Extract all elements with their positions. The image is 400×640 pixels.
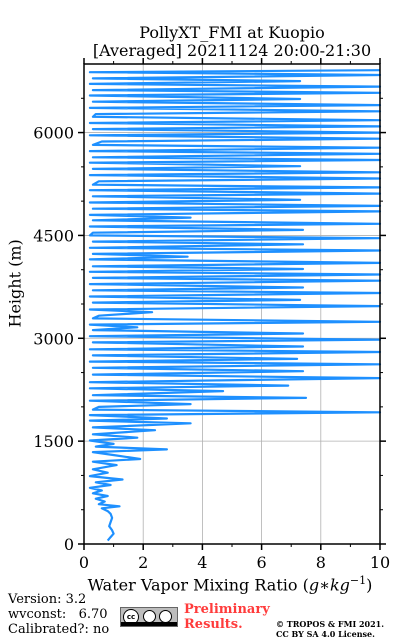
preliminary-line2: Results.: [184, 617, 243, 632]
x-tick-label: 8: [316, 553, 326, 572]
chart-title-line2: [Averaged] 20211124 20:00-21:30: [92, 41, 372, 60]
wv-profile-line: [88, 69, 382, 542]
wv-series-path: [88, 69, 382, 542]
x-tick-label: 0: [79, 553, 89, 572]
preliminary-line1: Preliminary: [184, 602, 270, 617]
x-tick-label: 2: [138, 553, 148, 572]
x-tick-label: 6: [257, 553, 267, 572]
wvconst-text: wvconst: 6.70: [8, 607, 108, 622]
x-tick-label: 4: [197, 553, 207, 572]
y-tick-label: 4500: [33, 226, 74, 245]
copyright-line2: CC BY SA 4.0 License.: [276, 629, 375, 639]
y-tick-label: 1500: [33, 432, 74, 451]
version-text: Version: 3.2: [8, 592, 87, 607]
chart-title-line1: PollyXT_FMI at Kuopio: [139, 23, 325, 42]
copyright-line1: © TROPOS & FMI 2021.: [276, 619, 385, 629]
y-axis-label: Height (m): [5, 239, 25, 328]
x-axis-label: Water Vapor Mixing Ratio (g∗kg−1): [87, 574, 373, 595]
copyright-notice: © TROPOS & FMI 2021. CC BY SA 4.0 Licens…: [276, 619, 384, 639]
calibrated-text: Calibrated?: no: [8, 622, 110, 637]
y-tick-label: 3000: [33, 329, 74, 348]
badge-strip: [121, 622, 177, 626]
x-tick-label: 10: [370, 553, 390, 572]
preliminary-notice: Preliminary Results.: [184, 602, 270, 632]
y-tick-label: 0: [64, 535, 74, 554]
cc-license-badge: cc: [120, 607, 178, 627]
axis-ticks: 0 2 4 6 8 10 0 1500 3000 4500 6000: [33, 58, 390, 572]
y-tick-label: 6000: [33, 124, 74, 143]
